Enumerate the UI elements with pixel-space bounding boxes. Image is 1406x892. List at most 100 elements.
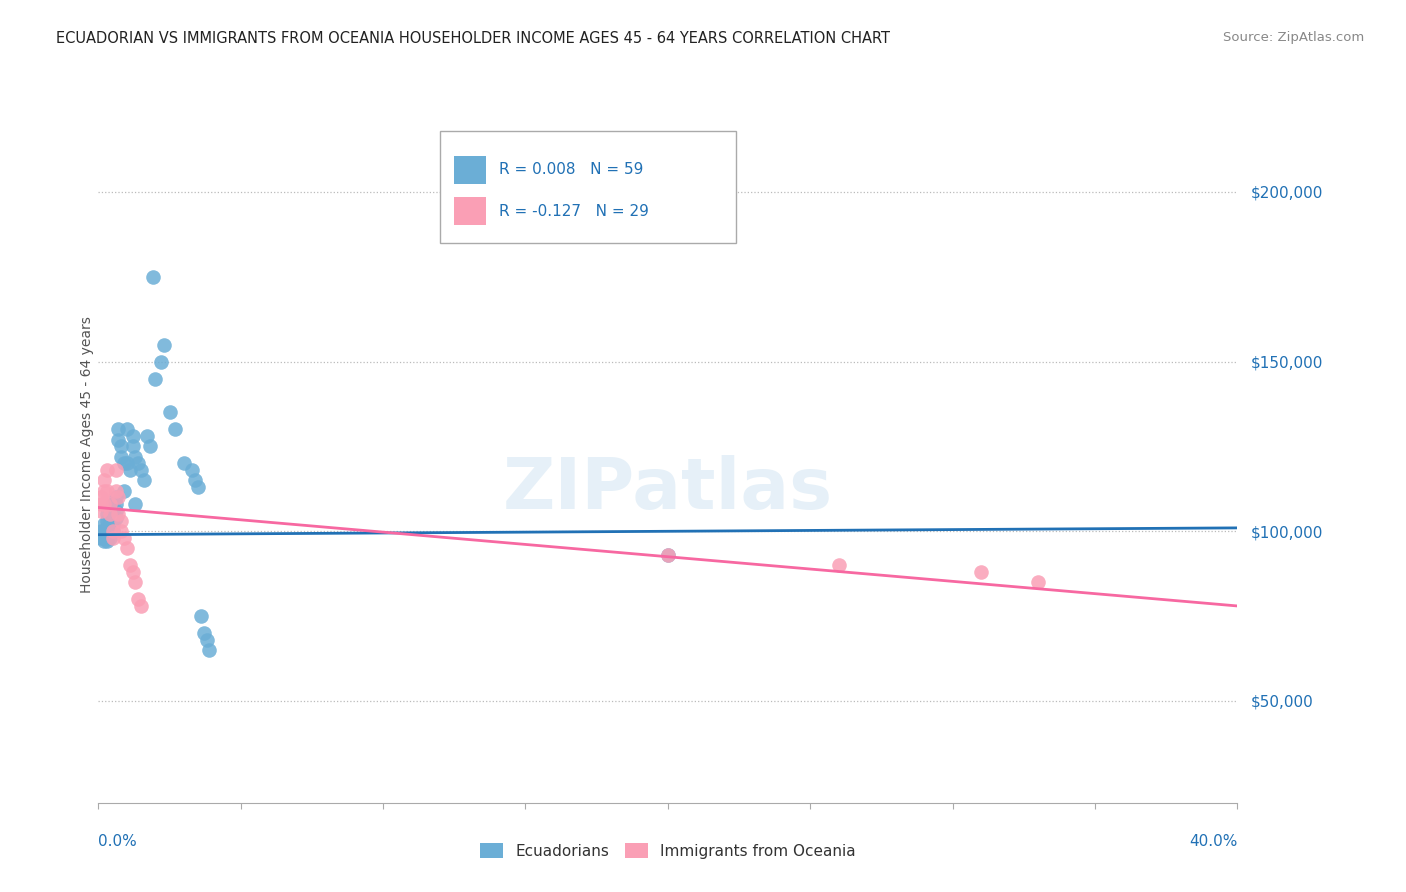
- Point: [124, 497, 146, 511]
- Point: [98, 497, 121, 511]
- Point: [190, 609, 212, 624]
- Point: [96, 534, 118, 549]
- Point: [173, 457, 195, 471]
- Point: [118, 463, 141, 477]
- Point: [101, 531, 124, 545]
- Text: 40.0%: 40.0%: [1189, 834, 1237, 849]
- Bar: [454, 197, 485, 226]
- Point: [90, 497, 112, 511]
- Text: R = -0.127   N = 29: R = -0.127 N = 29: [499, 204, 650, 219]
- Point: [90, 527, 112, 541]
- Point: [112, 457, 135, 471]
- Point: [124, 450, 146, 464]
- Point: [90, 504, 112, 518]
- Point: [101, 510, 124, 524]
- Point: [93, 534, 115, 549]
- Point: [107, 508, 129, 522]
- Point: [115, 457, 138, 471]
- Point: [124, 575, 146, 590]
- Point: [101, 497, 124, 511]
- Point: [115, 541, 138, 556]
- Point: [150, 354, 173, 368]
- Point: [93, 483, 115, 498]
- Point: [184, 474, 207, 488]
- Point: [121, 439, 143, 453]
- Point: [110, 514, 132, 528]
- Point: [90, 531, 112, 545]
- Point: [107, 491, 129, 505]
- Point: [90, 491, 112, 505]
- Point: [93, 531, 115, 545]
- Point: [98, 504, 121, 518]
- Point: [98, 508, 121, 522]
- Point: [101, 517, 124, 532]
- Point: [195, 632, 218, 647]
- Point: [153, 337, 176, 351]
- Point: [104, 491, 127, 505]
- Point: [138, 439, 160, 453]
- Point: [187, 480, 209, 494]
- Point: [828, 558, 851, 573]
- Point: [93, 474, 115, 488]
- Point: [101, 524, 124, 539]
- Point: [121, 565, 143, 579]
- Point: [98, 524, 121, 539]
- Point: [132, 474, 155, 488]
- Point: [193, 626, 215, 640]
- Point: [127, 457, 149, 471]
- Point: [101, 524, 124, 539]
- Point: [101, 504, 124, 518]
- Point: [198, 643, 221, 657]
- Bar: [454, 156, 485, 184]
- Point: [181, 463, 204, 477]
- Point: [115, 422, 138, 436]
- Text: ZIPatlas: ZIPatlas: [503, 455, 832, 524]
- Point: [135, 429, 157, 443]
- Text: 0.0%: 0.0%: [98, 834, 138, 849]
- Point: [159, 405, 181, 419]
- Point: [110, 439, 132, 453]
- FancyBboxPatch shape: [440, 131, 737, 243]
- Point: [93, 524, 115, 539]
- Point: [104, 497, 127, 511]
- Point: [107, 422, 129, 436]
- Point: [96, 521, 118, 535]
- Point: [96, 463, 118, 477]
- Legend: Ecuadorians, Immigrants from Oceania: Ecuadorians, Immigrants from Oceania: [474, 837, 862, 864]
- Y-axis label: Householder Income Ages 45 - 64 years: Householder Income Ages 45 - 64 years: [80, 317, 94, 593]
- Point: [141, 269, 163, 284]
- Point: [93, 517, 115, 532]
- Point: [104, 463, 127, 477]
- Text: Source: ZipAtlas.com: Source: ZipAtlas.com: [1223, 31, 1364, 45]
- Point: [112, 531, 135, 545]
- Point: [98, 531, 121, 545]
- Point: [657, 548, 679, 562]
- Point: [127, 592, 149, 607]
- Point: [90, 524, 112, 539]
- Text: ECUADORIAN VS IMMIGRANTS FROM OCEANIA HOUSEHOLDER INCOME AGES 45 - 64 YEARS CORR: ECUADORIAN VS IMMIGRANTS FROM OCEANIA HO…: [56, 31, 890, 46]
- Point: [96, 514, 118, 528]
- Point: [110, 450, 132, 464]
- Point: [104, 504, 127, 518]
- Point: [165, 422, 187, 436]
- Point: [96, 483, 118, 498]
- Point: [96, 527, 118, 541]
- Text: R = 0.008   N = 59: R = 0.008 N = 59: [499, 162, 644, 178]
- Point: [970, 565, 993, 579]
- Point: [104, 510, 127, 524]
- Point: [657, 548, 679, 562]
- Point: [96, 508, 118, 522]
- Point: [112, 483, 135, 498]
- Point: [93, 497, 115, 511]
- Point: [129, 599, 152, 613]
- Point: [118, 558, 141, 573]
- Point: [121, 429, 143, 443]
- Point: [110, 524, 132, 539]
- Point: [145, 371, 167, 385]
- Point: [98, 510, 121, 524]
- Point: [104, 483, 127, 498]
- Point: [98, 517, 121, 532]
- Point: [1026, 575, 1049, 590]
- Point: [107, 433, 129, 447]
- Point: [129, 463, 152, 477]
